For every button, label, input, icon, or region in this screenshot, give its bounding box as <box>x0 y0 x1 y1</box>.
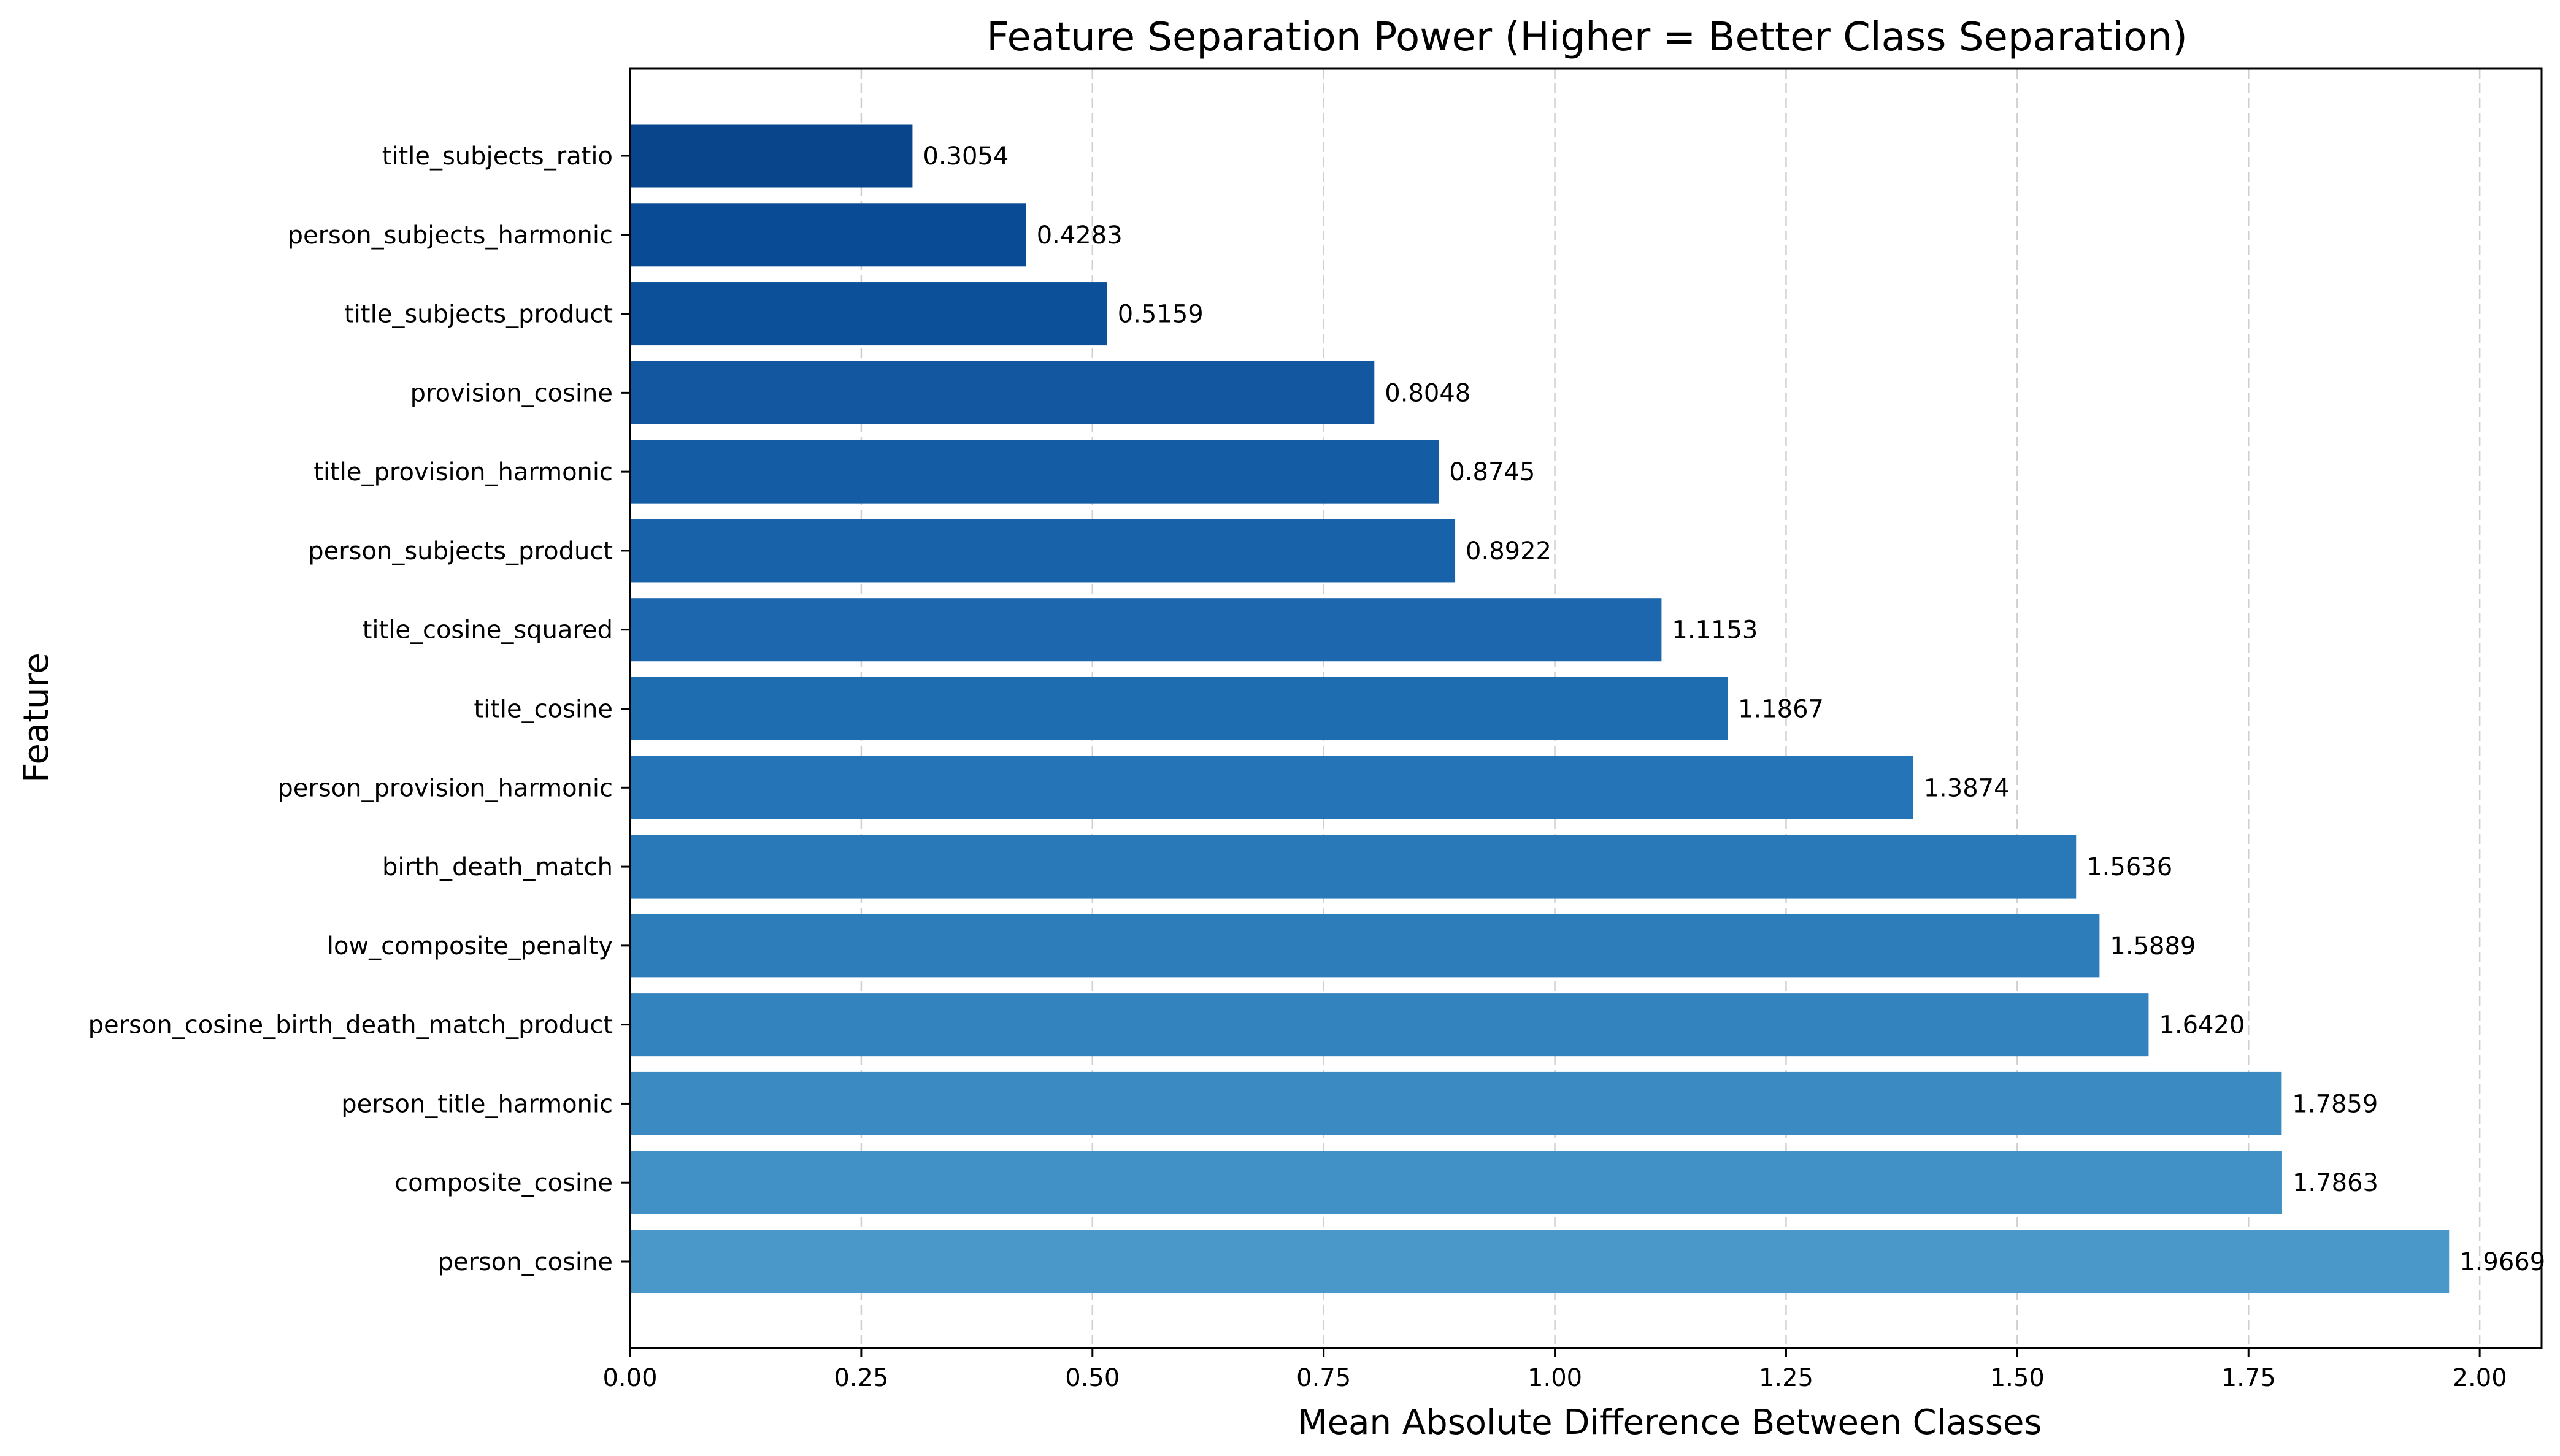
y-tick-label: title_subjects_ratio <box>382 142 613 171</box>
y-tick-label: person_cosine <box>438 1248 613 1276</box>
y-tick-label: composite_cosine <box>394 1169 613 1197</box>
y-tick-label: title_subjects_product <box>344 301 613 329</box>
bar-provision-cosine <box>630 361 1375 424</box>
x-tick-label: 2.00 <box>2453 1364 2507 1392</box>
x-axis-label: Mean Absolute Difference Between Classes <box>1297 1403 2042 1443</box>
y-tick-label: title_cosine <box>474 695 613 724</box>
bar-value-label: 1.3874 <box>1924 774 2010 802</box>
bar-title-subjects-product <box>630 282 1107 346</box>
y-tick-label: person_cosine_birth_death_match_product <box>88 1011 613 1040</box>
bar-person-subjects-product <box>630 519 1456 583</box>
x-tick-label: 0.00 <box>602 1364 657 1392</box>
bar-birth-death-match <box>630 835 2077 899</box>
bar-value-label: 0.3054 <box>923 142 1009 171</box>
bar-person-title-harmonic <box>630 1071 2282 1135</box>
bar-value-label: 0.4283 <box>1037 221 1123 250</box>
bar-person-subjects-harmonic <box>630 203 1026 267</box>
y-tick-label: title_cosine_squared <box>363 616 613 645</box>
x-tick-label: 1.50 <box>1990 1364 2045 1392</box>
bar-value-label: 0.8048 <box>1385 379 1470 407</box>
bar-value-label: 0.8922 <box>1466 537 1551 565</box>
bars <box>630 124 2450 1293</box>
x-tick-label: 1.75 <box>2221 1364 2276 1392</box>
bar-low-composite-penalty <box>630 914 2100 978</box>
bar-value-label: 1.7859 <box>2292 1090 2378 1118</box>
x-tick-label: 0.75 <box>1296 1364 1351 1392</box>
x-tick-label: 0.50 <box>1065 1364 1120 1392</box>
y-tick-labels: person_cosine composite_cosine person_titl… <box>88 142 630 1276</box>
bar-title-cosine <box>630 676 1728 741</box>
bar-value-label: 1.1153 <box>1672 616 1758 645</box>
bar-value-label: 1.1867 <box>1738 695 1824 724</box>
bar-value-label: 1.9669 <box>2459 1248 2545 1276</box>
y-tick-label: person_title_harmonic <box>341 1090 613 1118</box>
x-tick-label: 1.00 <box>1528 1364 1582 1392</box>
y-tick-label: low_composite_penalty <box>327 932 613 960</box>
bar-title-subjects-ratio <box>630 124 913 188</box>
y-tick-label: person_subjects_harmonic <box>288 221 613 250</box>
x-tick-label: 0.25 <box>834 1364 888 1392</box>
x-tick-labels: 0.00 0.25 0.50 0.75 1.00 1.25 1.50 1.75 2.00 <box>602 1348 2507 1392</box>
x-tick-label: 1.25 <box>1759 1364 1813 1392</box>
y-tick-label: person_provision_harmonic <box>277 774 613 802</box>
bar-value-label: 1.6420 <box>2159 1011 2245 1040</box>
chart-title: Feature Separation Power (Higher = Bette… <box>986 15 2188 60</box>
bar-composite-cosine <box>630 1151 2282 1214</box>
bar-value-labels: 1.9669 1.7863 1.7859 1.6420 1.5889 1.5636 1.38… <box>923 142 2545 1276</box>
bar-person-provision-harmonic <box>630 756 1913 819</box>
bar-title-provision-harmonic <box>630 440 1439 504</box>
bar-title-cosine-squared <box>630 598 1662 662</box>
bar-value-label: 1.5636 <box>2086 853 2172 881</box>
y-tick-label: person_subjects_product <box>308 537 613 565</box>
y-tick-label: provision_cosine <box>410 379 613 407</box>
bar-value-label: 1.5889 <box>2110 932 2196 960</box>
y-axis-label: Feature <box>17 653 56 783</box>
y-tick-label: title_provision_harmonic <box>313 458 613 486</box>
plot-area-frame <box>629 67 2543 1349</box>
bar-person-cosine <box>630 1230 2450 1293</box>
y-tick-label: birth_death_match <box>382 853 613 881</box>
bar-value-label: 0.5159 <box>1118 301 1204 329</box>
bar-value-label: 1.7863 <box>2293 1169 2378 1197</box>
bar-person-cosine-birth-death-match-product <box>630 993 2149 1057</box>
bar-value-label: 0.8745 <box>1449 458 1535 486</box>
